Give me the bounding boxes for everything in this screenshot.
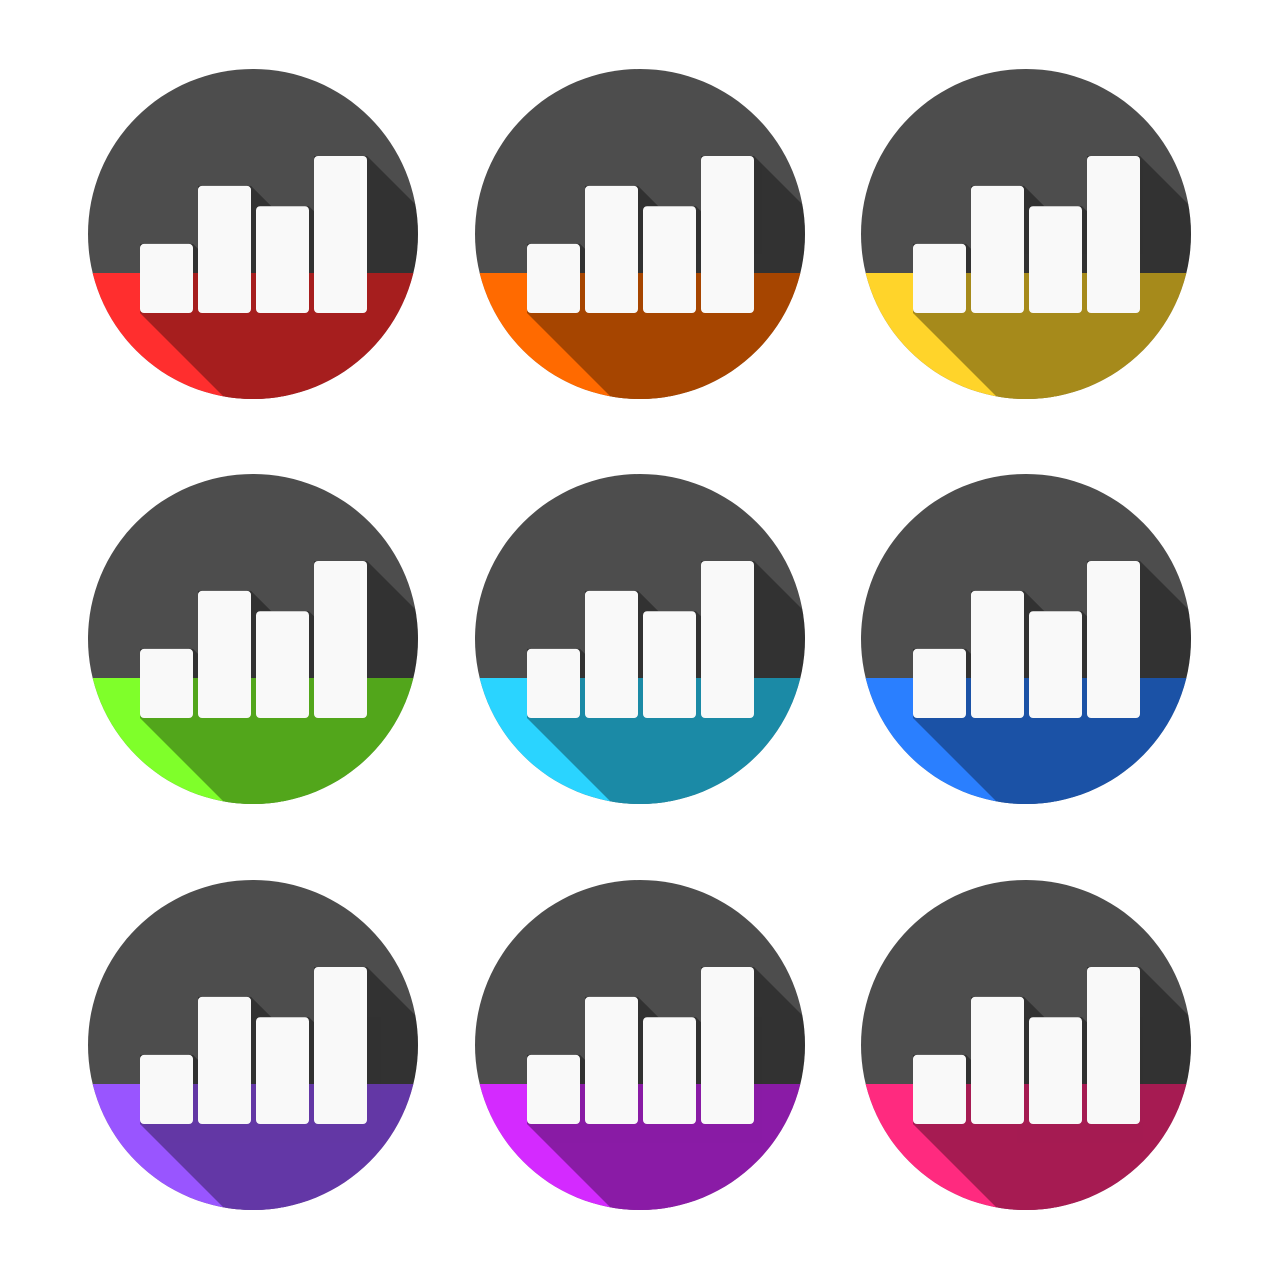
bar-2 xyxy=(585,996,638,1124)
bar-chart-icon-red xyxy=(88,69,418,399)
bar-3 xyxy=(256,611,309,718)
bar-4 xyxy=(701,156,754,313)
bar-4 xyxy=(314,156,367,313)
bar-4 xyxy=(1087,967,1140,1124)
bar-1 xyxy=(913,648,966,718)
bar-4 xyxy=(314,967,367,1124)
bar-2 xyxy=(971,590,1024,718)
bar-1 xyxy=(913,243,966,313)
bar-chart-icon-blue xyxy=(861,474,1191,804)
bar-1 xyxy=(913,1054,966,1124)
bar-chart-icon-orange xyxy=(475,69,805,399)
bar-2 xyxy=(585,590,638,718)
bar-2 xyxy=(198,590,251,718)
bar-1 xyxy=(527,648,580,718)
bar-3 xyxy=(256,206,309,313)
bar-chart-icon-cyan xyxy=(475,474,805,804)
bar-chart-icon-magenta xyxy=(475,880,805,1210)
bar-4 xyxy=(1087,561,1140,718)
bar-chart-icon-purple xyxy=(88,880,418,1210)
bar-4 xyxy=(1087,156,1140,313)
bar-1 xyxy=(527,1054,580,1124)
bar-3 xyxy=(1029,206,1082,313)
bar-2 xyxy=(585,185,638,313)
bar-2 xyxy=(198,996,251,1124)
bar-3 xyxy=(1029,1017,1082,1124)
bar-4 xyxy=(701,561,754,718)
bar-1 xyxy=(140,648,193,718)
bar-1 xyxy=(527,243,580,313)
bar-3 xyxy=(1029,611,1082,718)
bar-2 xyxy=(971,185,1024,313)
bar-2 xyxy=(971,996,1024,1124)
bar-3 xyxy=(256,1017,309,1124)
bar-4 xyxy=(701,967,754,1124)
bar-chart-icon-yellow xyxy=(861,69,1191,399)
bar-chart-icon-pink xyxy=(861,880,1191,1210)
bar-1 xyxy=(140,243,193,313)
bar-2 xyxy=(198,185,251,313)
bar-3 xyxy=(643,206,696,313)
bar-1 xyxy=(140,1054,193,1124)
bar-chart-icon-green xyxy=(88,474,418,804)
bar-3 xyxy=(643,1017,696,1124)
bar-3 xyxy=(643,611,696,718)
bar-4 xyxy=(314,561,367,718)
